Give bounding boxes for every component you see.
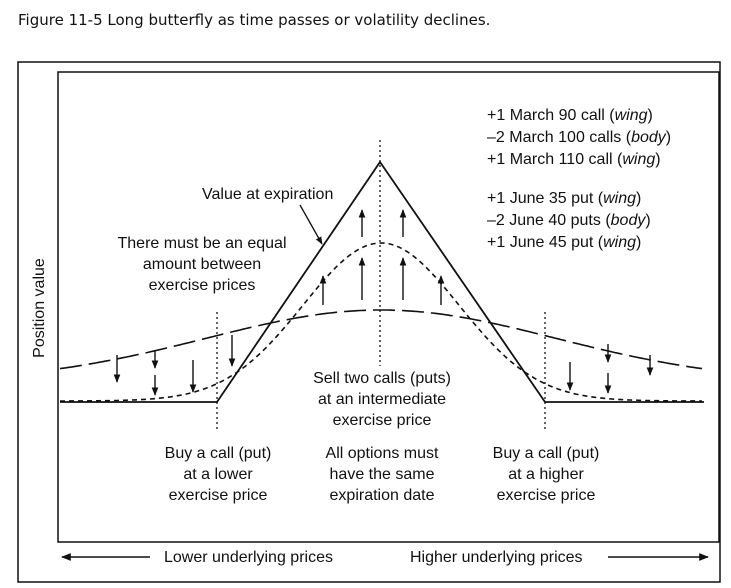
outer-frame [17, 61, 721, 583]
note-line: Buy a call (put) [493, 445, 600, 462]
note-line: All options must [326, 445, 439, 462]
up-arrows [319, 209, 445, 305]
note-line: amount between [143, 256, 261, 273]
plot-frame [57, 71, 720, 543]
note-line: exercise price [497, 487, 596, 504]
note-line: have the same [330, 466, 435, 483]
lower-prices-label: Lower underlying prices [164, 549, 333, 566]
near-term-value-curve [60, 242, 702, 402]
note-line: exercise price [333, 412, 432, 429]
same-expiration-note: All options must have the same expiratio… [326, 445, 439, 504]
note-line: expiration date [330, 487, 435, 504]
legend-line: +1 March 90 call (wing) [487, 107, 653, 124]
legend-line: –2 June 40 puts (body) [487, 212, 651, 229]
sell-two-note: Sell two calls (puts) at an intermediate… [313, 370, 451, 429]
buy-higher-note: Buy a call (put) at a higher exercise pr… [493, 445, 600, 504]
note-line: exercise prices [149, 277, 256, 294]
note-line: Buy a call (put) [165, 445, 272, 462]
legend-line: –2 March 100 calls (body) [487, 129, 671, 146]
down-arrows [113, 335, 654, 396]
note-line: There must be an equal [118, 235, 287, 252]
legend-line: +1 March 110 call (wing) [487, 151, 661, 168]
expiration-value-line [60, 160, 704, 403]
expiration-pointer-arrow [299, 204, 323, 245]
note-line: Sell two calls (puts) [313, 370, 451, 387]
buy-lower-note: Buy a call (put) at a lower exercise pri… [165, 445, 272, 504]
higher-prices-label: Higher underlying prices [410, 549, 583, 566]
value-at-expiration-label: Value at expiration [202, 186, 333, 203]
far-term-value-curve [59, 309, 703, 370]
note-line: at an intermediate [318, 391, 446, 408]
legend-line: +1 June 45 put (wing) [487, 234, 641, 251]
figure-caption: Figure 11-5 Long butterfly as time passe… [18, 11, 490, 29]
note-line: at a higher [508, 466, 584, 483]
equal-amount-note: There must be an equal amount between ex… [118, 235, 287, 294]
y-axis-label: Position value [31, 258, 48, 358]
legend-line: +1 June 35 put (wing) [487, 190, 641, 207]
note-line: at a lower [183, 466, 253, 483]
position-legend: +1 March 90 call (wing) –2 March 100 cal… [487, 107, 671, 251]
note-line: exercise price [169, 487, 268, 504]
